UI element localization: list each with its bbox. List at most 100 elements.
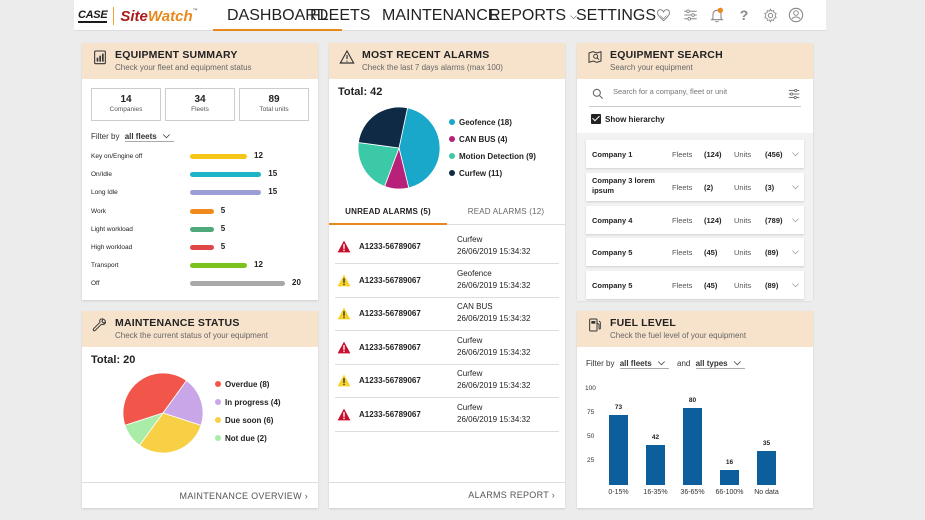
alarm-unit-id: A1233-56789067 — [359, 242, 421, 251]
pie-slice-in-progress[interactable] — [162, 380, 204, 426]
pie-slice-due-soon[interactable] — [138, 412, 202, 454]
fuel-type-select[interactable]: all types ⌵ — [695, 357, 745, 369]
chevron-down-icon[interactable]: ⌵ — [792, 148, 799, 158]
filter-sliders-icon[interactable] — [787, 87, 801, 101]
status-bar-row[interactable]: Transport 12 — [91, 260, 306, 272]
alarms-legend: Geofence (18) CAN BUS (4) Motion Detecti… — [449, 114, 536, 182]
company-row[interactable]: Company 4 Fleets (124) Units (789) ⌵ — [586, 205, 804, 234]
search-input[interactable] — [613, 87, 763, 96]
equipment-summary-subtitle: Check your fleet and equipment status — [115, 63, 252, 72]
nav-dashboard[interactable]: DASHBOARD — [213, 0, 343, 31]
legend-item-motion-detection[interactable]: Motion Detection (9) — [449, 148, 536, 165]
pie-slice-curfew[interactable] — [357, 106, 408, 149]
fuel-bar-value: 16 — [725, 458, 734, 466]
wrench-icon — [92, 318, 106, 332]
fuel-bar-value: 42 — [651, 433, 660, 441]
legend-item-can-bus[interactable]: CAN BUS (4) — [449, 131, 536, 148]
fuel-fleet-select[interactable]: all fleets ⌵ — [619, 357, 669, 369]
alarms-report-link[interactable]: ALARMS REPORT › — [468, 490, 555, 500]
status-bar-row[interactable]: Key on/Engine off 12 — [91, 151, 306, 163]
fuel-level-subtitle: Check the fuel level of your equipment — [610, 331, 747, 340]
stat-total-units[interactable]: 89 Total units — [239, 88, 309, 121]
chevron-down-icon[interactable]: ⌵ — [792, 213, 799, 224]
chevron-down-icon: ⌵ — [657, 357, 665, 367]
nav-maintenance[interactable]: MAINTENANCE — [382, 7, 499, 24]
fuel-bar[interactable] — [720, 469, 739, 485]
chevron-down-icon: ⌵ — [162, 130, 170, 140]
legend-item-geofence[interactable]: Geofence (18) — [449, 114, 536, 131]
pie-slice-geofence[interactable] — [398, 107, 441, 189]
alarm-row[interactable]: A1233-56789067 Geofence 26/06/2019 15:34:3… — [335, 264, 559, 298]
chevron-down-icon[interactable]: ⌵ — [792, 180, 799, 191]
show-hierarchy-option[interactable]: Show hierarchy — [591, 114, 665, 125]
user-icon[interactable] — [788, 7, 804, 23]
alarms-title: MOST RECENT ALARMS — [362, 49, 490, 61]
fuel-bar-value: 73 — [614, 403, 623, 411]
fuel-bar[interactable] — [757, 451, 776, 485]
maintenance-status-card: MAINTENANCE STATUS Check the current sta… — [82, 311, 318, 508]
alarms-pie-chart — [357, 106, 441, 190]
equipment-search-subtitle: Search your equipment — [610, 63, 693, 72]
units-count: (89) — [765, 281, 779, 291]
chevron-down-icon[interactable]: ⌵ — [792, 246, 799, 257]
status-bar — [190, 172, 262, 178]
stat-label: Total units — [259, 106, 289, 113]
fuel-bar[interactable] — [646, 444, 665, 485]
pie-slice-not-due[interactable] — [124, 412, 165, 446]
nav-settings[interactable]: SETTINGS ⌵ — [576, 0, 667, 31]
company-row[interactable]: Company 1 Fleets (124) Units (456) ⌵ — [586, 140, 804, 168]
company-row[interactable]: Company 3 lorem ipsum Fleets (2) Units (3) ⌵ — [586, 172, 804, 201]
alarm-row[interactable]: A1233-56789067 Curfew 26/06/2019 15:34:32 — [335, 230, 559, 264]
tab-unread-alarms[interactable]: UNREAD ALARMS (5) — [329, 201, 447, 225]
tab-read-alarms[interactable]: READ ALARMS (12) — [467, 207, 545, 216]
legend-item-overdue[interactable]: Overdue (8) — [215, 376, 281, 394]
nav-reports[interactable]: REPORTS ⌵ — [489, 0, 577, 31]
help-icon[interactable]: ? — [739, 7, 749, 23]
bell-icon[interactable] — [709, 7, 725, 23]
show-hierarchy-checkbox[interactable] — [591, 114, 601, 124]
status-bar-row[interactable]: Work 5 — [91, 206, 306, 218]
chevron-down-icon[interactable]: ⌵ — [792, 279, 799, 290]
legend-item-curfew[interactable]: Curfew (11) — [449, 165, 536, 182]
legend-item-in-progress[interactable]: In progress (4) — [215, 394, 281, 412]
status-label: Work — [91, 207, 107, 215]
stat-companies[interactable]: 14 Companies — [91, 88, 161, 121]
sitewatch-logo[interactable]: CASE SiteWatch™ — [78, 6, 198, 26]
equipment-search-box — [589, 83, 801, 107]
legend-item-not-due[interactable]: Not due (2) — [215, 430, 281, 448]
status-bar-row[interactable]: Light workload 5 — [91, 224, 306, 236]
company-row[interactable]: Company 5 Fleets (45) Units (89) ⌵ — [586, 271, 804, 300]
status-bar-row[interactable]: On/Idle 15 — [91, 169, 306, 181]
status-bar-row[interactable]: Off 20 — [91, 278, 306, 290]
fuel-bar[interactable] — [683, 408, 702, 485]
alarm-row[interactable]: A1233-56789067 CAN BUS 26/06/2019 15:34:32 — [335, 297, 559, 331]
status-bar-row[interactable]: Long Idle 15 — [91, 187, 306, 199]
status-bar — [190, 281, 285, 287]
equipment-summary-header: EQUIPMENT SUMMARY Check your fleet and e… — [82, 43, 318, 79]
case-logo-text: CASE — [78, 8, 108, 23]
status-label: Transport — [91, 262, 119, 270]
status-value: 12 — [254, 260, 263, 270]
gear-icon[interactable] — [762, 7, 778, 23]
legend-item-due-soon[interactable]: Due soon (6) — [215, 412, 281, 430]
status-bar-row[interactable]: High workload 5 — [91, 242, 306, 254]
legend-dot — [215, 416, 221, 423]
status-label: Off — [91, 280, 100, 288]
pie-slice-overdue[interactable] — [122, 372, 188, 426]
stat-fleets[interactable]: 34 Fleets — [165, 88, 235, 121]
maintenance-overview-link[interactable]: MAINTENANCE OVERVIEW › — [180, 491, 308, 501]
heart-icon[interactable] — [655, 7, 671, 23]
fleet-filter-select[interactable]: all fleets ⌵ — [124, 130, 174, 142]
status-bar — [190, 208, 214, 214]
alarm-date: 26/06/2019 15:34:32 — [457, 314, 531, 323]
alarm-row[interactable]: A1233-56789067 Curfew 26/06/2019 15:34:32 — [335, 364, 559, 398]
maintenance-status-title: MAINTENANCE STATUS — [115, 317, 240, 329]
nav-fleets[interactable]: FLEETS — [310, 7, 371, 24]
pie-slice-motion-detection[interactable] — [357, 142, 400, 187]
alarm-row[interactable]: A1233-56789067 Curfew 26/06/2019 15:34:32 — [335, 398, 559, 432]
fuel-filter: Filter by all fleets ⌵ and all types ⌵ — [586, 357, 745, 369]
fuel-bar[interactable] — [609, 414, 628, 485]
alarm-row[interactable]: A1233-56789067 Curfew 26/06/2019 15:34:32 — [335, 331, 559, 365]
company-row[interactable]: Company 5 Fleets (45) Units (89) ⌵ — [586, 238, 804, 267]
sliders-icon[interactable] — [682, 7, 698, 23]
